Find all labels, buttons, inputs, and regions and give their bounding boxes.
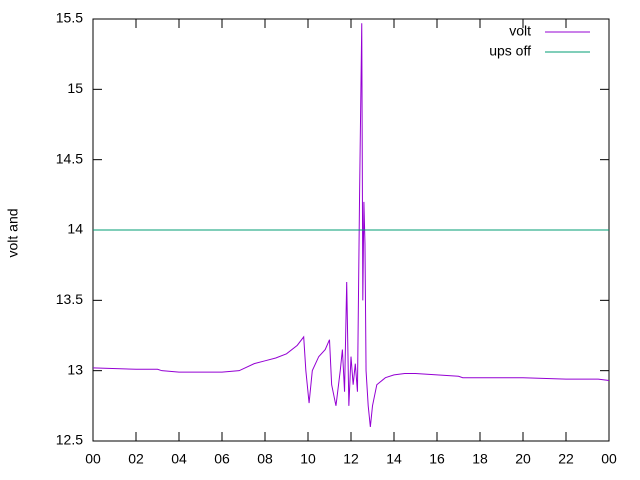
y-tick-label: 12.5 xyxy=(56,432,83,448)
y-tick-label: 15 xyxy=(67,80,83,96)
y-tick-label: 14 xyxy=(67,221,83,237)
series-line xyxy=(92,23,610,427)
legend-label: ups off xyxy=(489,43,531,59)
x-tick-label: 08 xyxy=(257,451,273,467)
x-tick-label: 00 xyxy=(601,451,617,467)
x-tick-label: 18 xyxy=(472,451,488,467)
y-axis-label: volt and xyxy=(5,208,21,257)
x-tick-label: 14 xyxy=(386,451,402,467)
x-tick-label: 12 xyxy=(343,451,359,467)
x-tick-label: 20 xyxy=(515,451,531,467)
y-tick-label: 15.5 xyxy=(56,10,83,26)
x-tick-label: 10 xyxy=(300,451,316,467)
y-tick-label: 13.5 xyxy=(56,291,83,307)
x-tick-label: 06 xyxy=(214,451,230,467)
x-tick-label: 22 xyxy=(558,451,574,467)
y-tick-label: 14.5 xyxy=(56,150,83,166)
legend-label: volt xyxy=(509,23,531,39)
x-tick-label: 00 xyxy=(85,451,101,467)
x-tick-label: 04 xyxy=(171,451,187,467)
x-tick-label: 02 xyxy=(128,451,144,467)
y-tick-label: 13 xyxy=(67,361,83,377)
x-tick-label: 16 xyxy=(429,451,445,467)
